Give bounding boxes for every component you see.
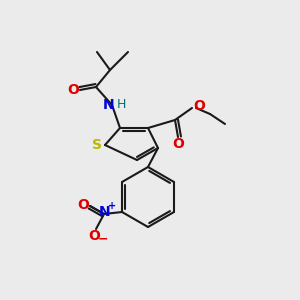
Text: H: H <box>116 98 126 112</box>
Text: O: O <box>67 83 79 97</box>
Text: N: N <box>103 98 115 112</box>
Text: +: + <box>108 201 116 211</box>
Text: O: O <box>88 229 100 243</box>
Text: N: N <box>99 205 111 219</box>
Text: O: O <box>77 198 89 212</box>
Text: O: O <box>193 99 205 113</box>
Text: O: O <box>172 137 184 151</box>
Text: S: S <box>92 138 102 152</box>
Text: −: − <box>98 232 108 245</box>
